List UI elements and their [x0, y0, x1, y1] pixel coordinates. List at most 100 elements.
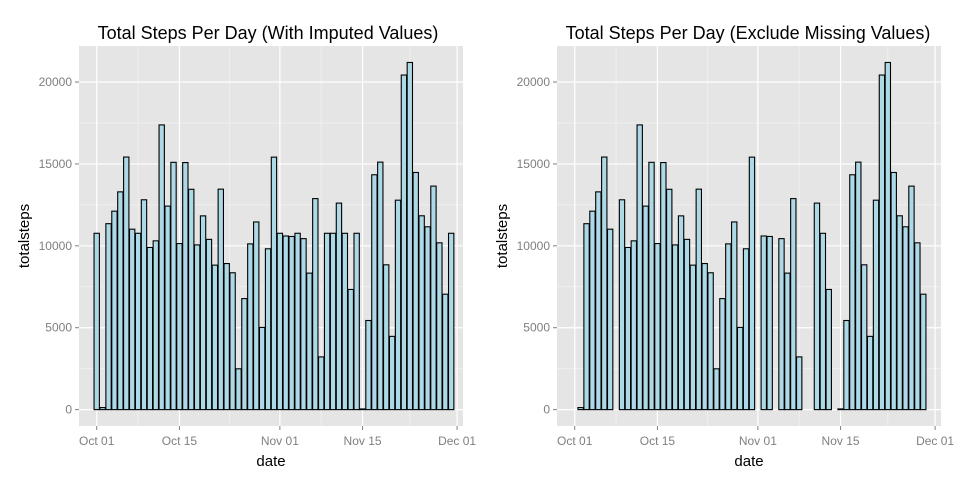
bar	[648, 161, 655, 411]
y-tick-label: 5000	[45, 321, 72, 335]
bar	[736, 326, 744, 411]
bar	[654, 243, 661, 411]
bar	[908, 185, 915, 411]
bar	[778, 238, 785, 411]
bar	[134, 232, 142, 411]
bar	[914, 242, 921, 411]
bar	[866, 335, 874, 411]
bar	[264, 248, 272, 411]
bar	[430, 185, 437, 411]
chart-panel-2: 0 5000 10000 15000 20000 Oct 01 Oct 15 Nov 01 No…	[494, 23, 954, 470]
bar	[205, 238, 213, 411]
bar	[105, 223, 112, 411]
bar	[595, 191, 602, 411]
chart-panel-1: 0 5000 10000 15000 20000 Oct 01 Oct 15 Nov 01 No…	[16, 23, 476, 470]
bar	[117, 191, 124, 411]
bar	[335, 202, 343, 411]
bar	[400, 74, 408, 411]
bar	[217, 188, 225, 411]
bar	[152, 240, 160, 411]
bar	[193, 244, 201, 411]
bar	[365, 319, 372, 411]
bar	[902, 226, 909, 411]
bar	[701, 262, 708, 411]
bar	[406, 61, 414, 411]
bar	[837, 408, 844, 411]
bar	[689, 264, 697, 411]
x-tick-label: Oct 15	[162, 434, 198, 448]
bar	[211, 264, 219, 411]
bar	[394, 199, 402, 411]
bar	[589, 210, 596, 411]
bar	[329, 232, 337, 411]
bar	[813, 202, 821, 411]
bar	[630, 240, 638, 411]
y-axis-title: totalsteps	[494, 204, 511, 268]
x-axis-title: date	[256, 453, 285, 470]
x-tick-label: Dec 01	[438, 434, 476, 448]
bar	[288, 235, 295, 411]
bar	[188, 188, 195, 411]
bar	[707, 272, 714, 411]
bar	[128, 228, 136, 411]
chart-title: Total Steps Per Day (Exclude Missing Val…	[566, 23, 931, 43]
bar	[276, 232, 284, 411]
y-tick-label: 20000	[517, 75, 551, 89]
bar	[636, 124, 643, 411]
bar	[359, 408, 366, 411]
bar	[695, 188, 703, 411]
bar	[418, 215, 425, 411]
bar	[666, 188, 673, 411]
bar	[890, 171, 897, 411]
bar	[146, 246, 154, 411]
bar	[347, 288, 354, 411]
bar	[878, 74, 886, 411]
bar	[760, 235, 767, 411]
bar	[855, 161, 862, 411]
bar	[270, 156, 278, 411]
bar	[748, 156, 756, 411]
x-tick-label: Oct 01	[557, 434, 593, 448]
bar	[241, 298, 248, 411]
bar	[796, 356, 803, 411]
bar	[819, 232, 827, 411]
bar	[825, 288, 832, 411]
bar	[318, 356, 325, 411]
bar	[312, 198, 319, 411]
bar	[140, 199, 148, 411]
bar	[618, 199, 626, 411]
bar	[677, 215, 685, 411]
bar	[341, 232, 349, 411]
bar	[790, 198, 797, 411]
bar	[766, 235, 773, 411]
bar	[158, 124, 165, 411]
bar	[447, 232, 455, 411]
bar	[282, 235, 289, 411]
bar	[896, 215, 903, 411]
bar	[784, 272, 791, 411]
bar	[849, 174, 856, 411]
bar	[713, 368, 720, 411]
bar	[382, 264, 390, 411]
x-tick-label: Nov 01	[739, 434, 777, 448]
bar	[442, 293, 449, 411]
bar	[424, 226, 431, 411]
bar	[731, 221, 738, 411]
bar	[111, 210, 118, 411]
bar	[624, 246, 632, 411]
y-tick-label: 10000	[39, 239, 73, 253]
bar	[123, 156, 130, 411]
bar	[229, 272, 236, 411]
bar	[642, 205, 649, 411]
bar	[583, 223, 590, 411]
bar	[436, 242, 443, 411]
bar	[872, 199, 880, 411]
bar	[671, 244, 679, 411]
y-tick-label: 20000	[39, 75, 73, 89]
bar	[388, 335, 396, 411]
y-tick-label: 10000	[517, 239, 551, 253]
y-tick-label: 0	[543, 403, 550, 417]
bar	[719, 298, 726, 411]
x-tick-label: Nov 15	[344, 434, 382, 448]
